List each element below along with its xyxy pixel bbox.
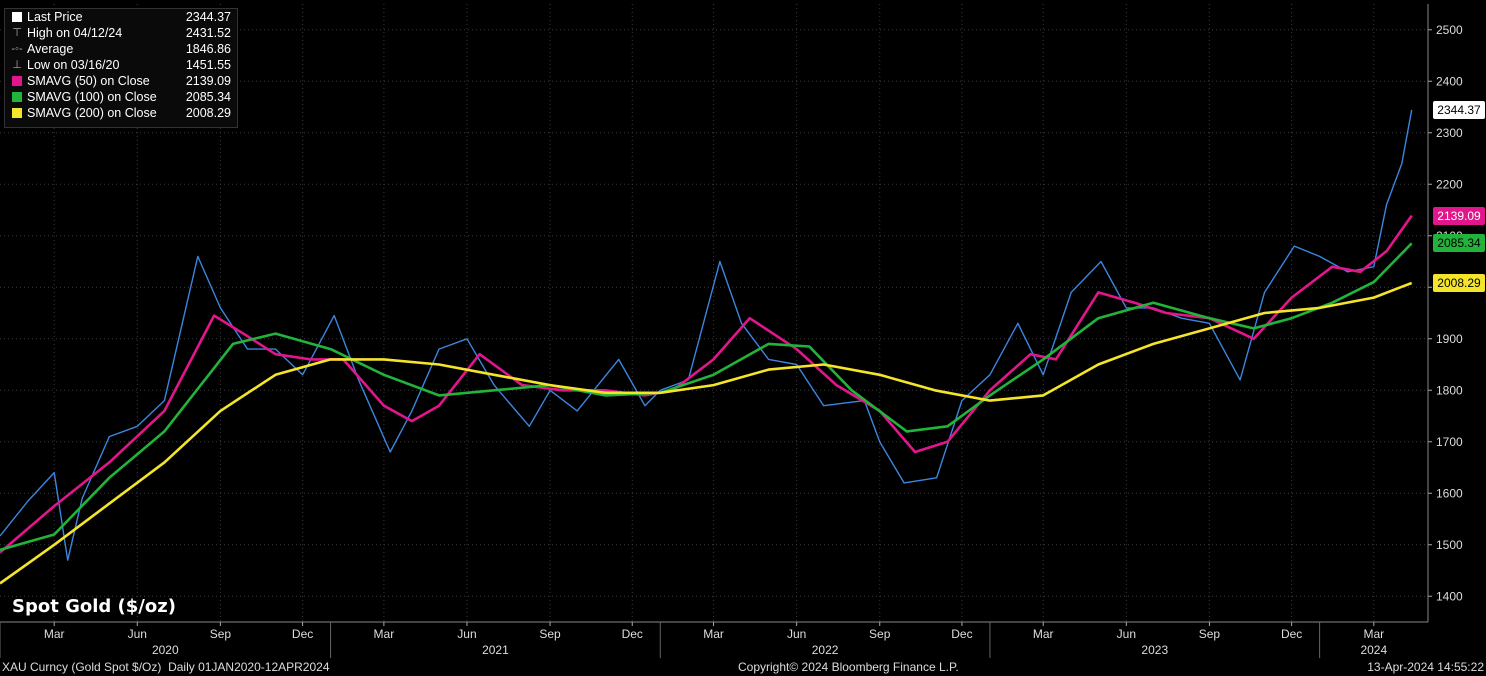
y-tick-label: 2300 [1436, 126, 1463, 140]
x-year-label: 2023 [1141, 643, 1168, 657]
chart-grid [0, 4, 1428, 622]
x-tick-label: Jun [128, 627, 147, 641]
x-tick-label: Mar [703, 627, 724, 641]
x-year-label: 2021 [482, 643, 509, 657]
footer-timestamp: 13-Apr-2024 14:55:22 [1367, 660, 1484, 674]
series-line-0 [0, 109, 1413, 561]
x-tick-label: Dec [622, 627, 643, 641]
x-axis: Mar Jun Sep Dec Mar Jun Sep Dec Mar Jun Sep Dec Mar J… [0, 621, 1428, 658]
value-tag: 2085.34 [1433, 234, 1485, 253]
low-marker-icon: ⊥ [12, 59, 22, 71]
legend-row-high: ⊤ High on 04/12/24 2431.52 [12, 26, 231, 40]
x-tick-label: Jun [457, 627, 476, 641]
square-icon [11, 107, 23, 119]
x-tick-label: Dec [951, 627, 972, 641]
x-tick-label: Jun [1117, 627, 1136, 641]
y-tick-label: 1700 [1436, 435, 1463, 449]
x-tick-label: Sep [869, 627, 891, 641]
chart-legend: Last Price 2344.37 ⊤ High on 04/12/24 24… [4, 8, 238, 128]
square-icon [11, 91, 23, 103]
legend-row-average: -◦- Average 1846.86 [11, 42, 231, 56]
y-tick-label: 1800 [1436, 383, 1463, 397]
legend-row-last-price: Last Price 2344.37 [5, 9, 237, 25]
series-line-3 [0, 281, 1413, 585]
x-tick-label: Sep [539, 627, 561, 641]
x-year-label: 2024 [1360, 643, 1387, 657]
value-tag: 2344.37 [1433, 100, 1485, 119]
x-year-label: 2022 [812, 643, 839, 657]
x-tick-label: Sep [210, 627, 232, 641]
x-tick-label: Mar [374, 627, 395, 641]
x-tick-label: Dec [292, 627, 313, 641]
y-tick-label: 2500 [1436, 23, 1463, 37]
value-tag: 2139.09 [1433, 206, 1485, 225]
series-line-2 [0, 242, 1413, 552]
y-tick-label: 1500 [1436, 538, 1463, 552]
high-marker-icon: ⊤ [12, 27, 22, 39]
footer-security: XAU Curncy (Gold Spot $/Oz) Daily 01JAN2… [2, 660, 330, 674]
value-tag: 2008.29 [1433, 273, 1485, 292]
series-line-1 [0, 214, 1413, 554]
x-tick-label: Sep [1199, 627, 1221, 641]
x-tick-label: Mar [1033, 627, 1054, 641]
legend-row-sma100: SMAVG (100) on Close 2085.34 [5, 89, 237, 105]
y-tick-label: 1600 [1436, 486, 1463, 500]
y-tick-label: 1400 [1436, 589, 1463, 603]
chart-series [0, 109, 1413, 585]
legend-row-sma200: SMAVG (200) on Close 2008.29 [5, 105, 237, 121]
square-icon [11, 75, 23, 87]
x-tick-label: Mar [44, 627, 65, 641]
y-tick-label: 2400 [1436, 74, 1463, 88]
x-tick-label: Dec [1281, 627, 1302, 641]
x-tick-label: Jun [787, 627, 806, 641]
legend-row-sma50: SMAVG (50) on Close 2139.09 [5, 73, 237, 89]
x-year-label: 2020 [152, 643, 179, 657]
y-axis: 1400150016001700180019002000210022002300… [1427, 4, 1463, 622]
average-marker-icon: -◦- [11, 43, 23, 55]
x-tick-label: Mar [1363, 627, 1384, 641]
footer-copyright: Copyright© 2024 Bloomberg Finance L.P. [738, 660, 959, 674]
y-tick-label: 2200 [1436, 177, 1463, 191]
square-icon [11, 11, 23, 23]
y-tick-label: 1900 [1436, 332, 1463, 346]
legend-row-low: ⊥ Low on 03/16/20 1451.55 [12, 58, 231, 72]
chart-title: Spot Gold ($/oz) [12, 596, 176, 617]
